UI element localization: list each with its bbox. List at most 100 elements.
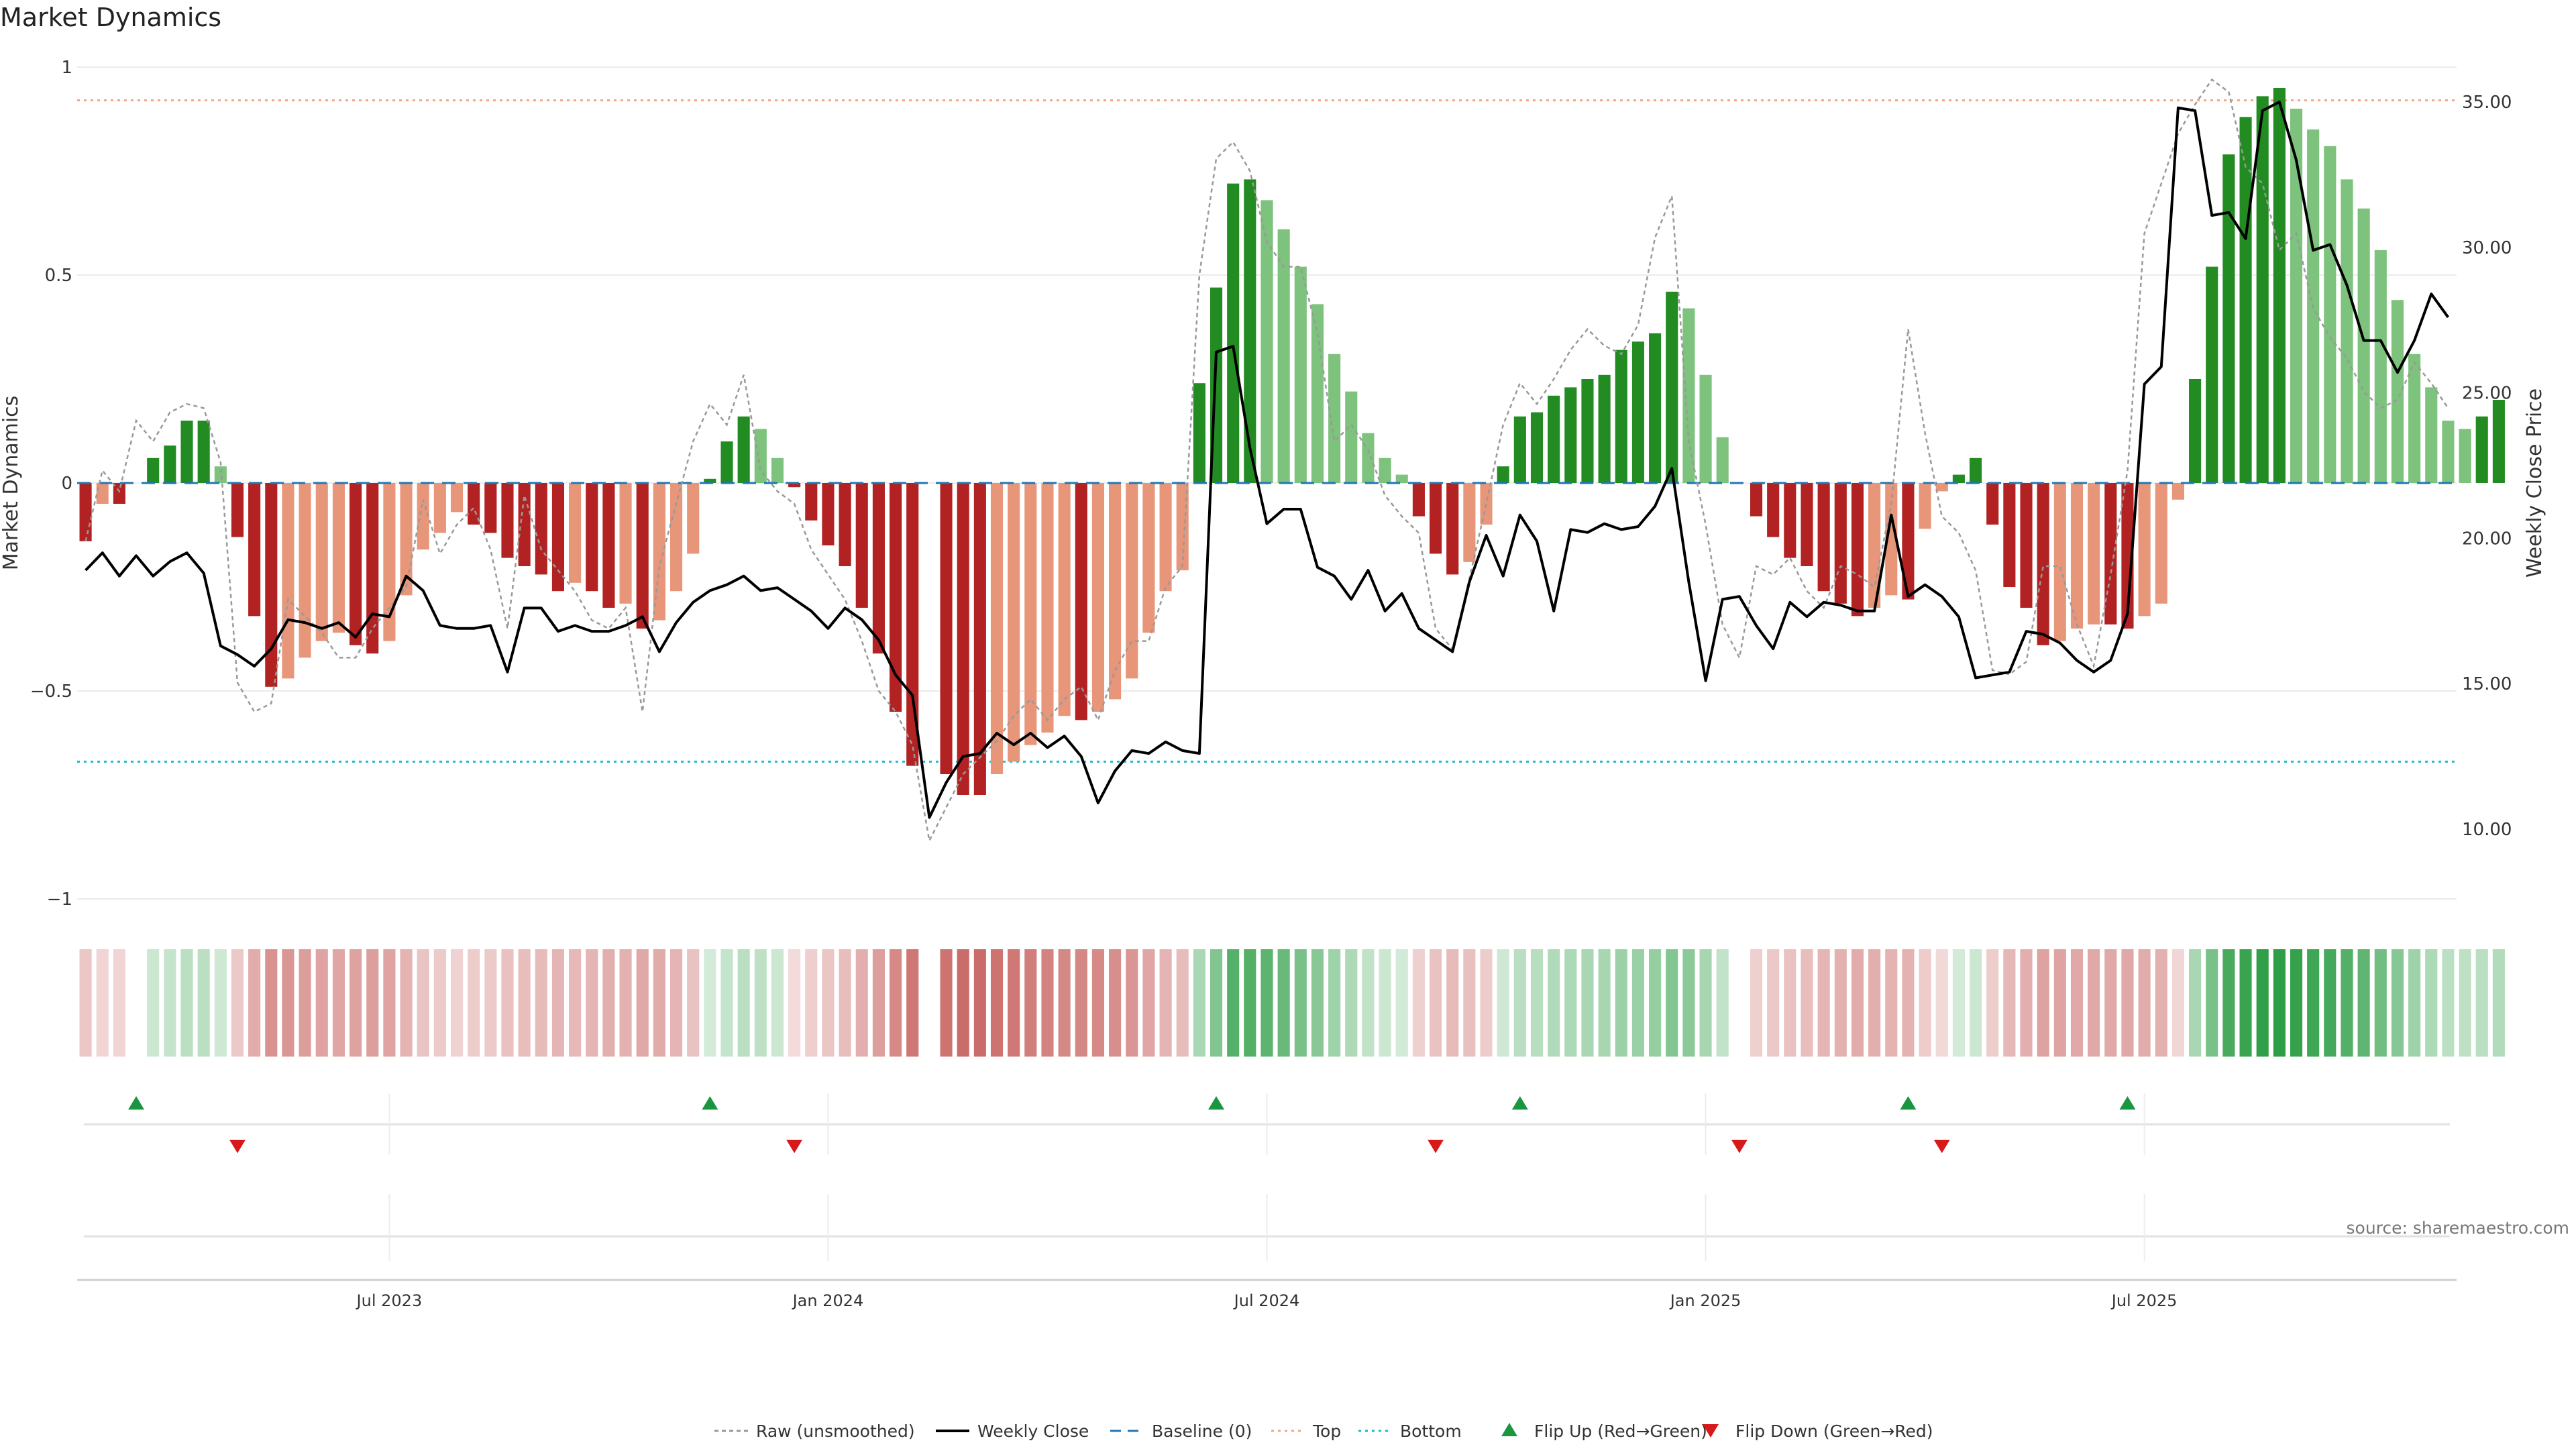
momentum-bar xyxy=(2171,483,2184,500)
heat-cell xyxy=(1581,949,1594,1057)
heat-cell xyxy=(214,949,227,1057)
weekly-close-line xyxy=(85,101,2450,819)
flip-up-marker xyxy=(128,1096,145,1110)
momentum-bar xyxy=(214,466,227,483)
momentum-bar xyxy=(1530,412,1544,483)
heat-cell xyxy=(113,949,125,1057)
momentum-bar xyxy=(1311,304,1324,483)
momentum-bar xyxy=(1412,483,1425,517)
heat-cell xyxy=(653,949,665,1057)
momentum-bar xyxy=(973,483,986,795)
x-tick-label: Jul 2024 xyxy=(1233,1291,1300,1310)
heat-cell xyxy=(350,949,362,1057)
momentum-bar xyxy=(1919,483,1931,529)
momentum-bar xyxy=(366,483,379,654)
momentum-bar xyxy=(788,483,801,488)
heat-cell xyxy=(2425,949,2438,1057)
heat-cell xyxy=(1379,949,1391,1057)
heat-cell xyxy=(569,949,582,1057)
heat-cell xyxy=(2003,949,2016,1057)
heat-cell xyxy=(1430,949,1442,1057)
raw-line xyxy=(85,78,2449,844)
momentum-bar xyxy=(1024,483,1037,745)
momentum-bar xyxy=(2391,300,2404,483)
heat-cell xyxy=(2442,949,2455,1057)
momentum-bar xyxy=(2155,483,2167,604)
heat-cell xyxy=(1227,949,1240,1057)
legend-label: Bottom xyxy=(1400,1421,1462,1441)
momentum-bar xyxy=(1801,483,1813,566)
momentum-bar xyxy=(417,483,429,550)
legend-flip-down-icon xyxy=(1703,1424,1719,1438)
heat-cell xyxy=(1008,949,1020,1057)
heat-cell xyxy=(2374,949,2387,1057)
y-tick-label: 0.5 xyxy=(45,266,72,286)
momentum-bar xyxy=(2104,483,2117,625)
y2-tick-label: 20.00 xyxy=(2462,529,2512,549)
momentum-bar xyxy=(636,483,649,629)
flip-down-marker xyxy=(1428,1140,1444,1153)
momentum-bar xyxy=(2290,109,2303,483)
momentum-bar xyxy=(1277,229,1290,483)
heat-cell xyxy=(1767,949,1780,1057)
momentum-bar xyxy=(890,483,902,712)
momentum-bar xyxy=(1463,483,1476,562)
heat-cell xyxy=(1801,949,1813,1057)
heat-cell xyxy=(1058,949,1071,1057)
heat-cell xyxy=(1328,949,1341,1057)
heat-cell xyxy=(231,949,244,1057)
heat-cell xyxy=(822,949,835,1057)
heat-cell xyxy=(2290,949,2303,1057)
heat-cell xyxy=(1935,949,1948,1057)
heat-cell xyxy=(265,949,278,1057)
legend-label: Top xyxy=(1312,1421,1341,1441)
heat-cell xyxy=(1699,949,1712,1057)
legend-label: Baseline (0) xyxy=(1152,1421,1252,1441)
heat-cell xyxy=(1564,949,1577,1057)
heat-cell xyxy=(2171,949,2184,1057)
heat-cell xyxy=(2104,949,2117,1057)
momentum-bar xyxy=(1379,458,1391,483)
momentum-bar xyxy=(1834,483,1847,604)
momentum-bar xyxy=(569,483,582,583)
heat-cell xyxy=(1244,949,1256,1057)
momentum-bar xyxy=(1598,374,1611,483)
heat-cell xyxy=(1598,949,1611,1057)
heat-cell xyxy=(1480,949,1493,1057)
momentum-bar xyxy=(2003,483,2016,587)
momentum-bar xyxy=(1902,483,1915,600)
heat-cell xyxy=(1902,949,1915,1057)
momentum-bar xyxy=(1126,483,1138,679)
heat-cell xyxy=(1260,949,1273,1057)
momentum-bar xyxy=(2442,421,2455,483)
heat-cell xyxy=(788,949,801,1057)
momentum-bar xyxy=(1986,483,1999,525)
momentum-bar xyxy=(1513,416,1526,483)
heat-cell xyxy=(855,949,868,1057)
heat-cell xyxy=(1109,949,1122,1057)
heat-cell xyxy=(2206,949,2218,1057)
heat-cell xyxy=(2070,949,2084,1057)
heat-cell xyxy=(2324,949,2337,1057)
momentum-bar xyxy=(265,483,278,687)
momentum-bar xyxy=(299,483,311,658)
momentum-bar xyxy=(2222,154,2235,483)
heat-cell xyxy=(2222,949,2235,1057)
momentum-bar xyxy=(737,416,750,483)
heat-cell xyxy=(805,949,818,1057)
heat-cell xyxy=(1311,949,1324,1057)
heat-cell xyxy=(890,949,902,1057)
momentum-bar xyxy=(1008,483,1020,762)
momentum-bar xyxy=(2374,250,2387,483)
x-tick-label: Jul 2025 xyxy=(2110,1291,2178,1310)
momentum-bar xyxy=(2206,266,2218,483)
heat-cell xyxy=(433,949,446,1057)
heat-cell xyxy=(164,949,176,1057)
momentum-bar xyxy=(704,478,716,483)
heat-cell xyxy=(2307,949,2320,1057)
momentum-bar xyxy=(282,483,294,679)
flip-down-marker xyxy=(1933,1140,1950,1153)
momentum-bar xyxy=(2020,483,2033,608)
momentum-bar xyxy=(872,483,885,654)
heat-cell xyxy=(1513,949,1526,1057)
